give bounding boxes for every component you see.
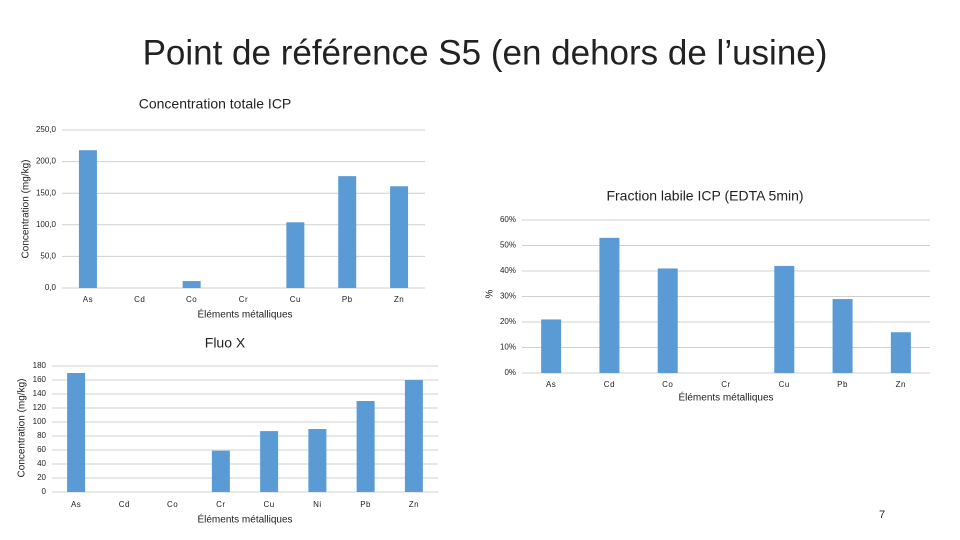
bar [774, 265, 795, 373]
x-axis-label: Éléments métalliques [678, 391, 773, 404]
x-tick-label: Co [662, 380, 673, 389]
y-tick-label: 100,0 [36, 220, 57, 229]
x-tick-label: As [71, 500, 81, 509]
y-tick-label: 250,0 [36, 125, 57, 134]
bar [890, 332, 911, 373]
y-axis-label: % [485, 289, 496, 298]
chart-title: Concentration totale ICP [139, 96, 292, 112]
y-tick-label: 160 [33, 375, 47, 384]
bar [78, 150, 97, 288]
y-axis-label: Concentration (mg/kg) [17, 379, 28, 478]
bar [356, 401, 375, 492]
x-axis-label: Éléments métalliques [197, 513, 292, 526]
chart-title: Fluo X [205, 335, 246, 351]
x-tick-label: Cd [604, 380, 615, 389]
x-tick-label: Cu [290, 295, 301, 304]
bar [541, 319, 562, 373]
x-tick-label: Cr [216, 500, 225, 509]
y-tick-label: 180 [33, 361, 47, 370]
x-tick-label: As [546, 380, 556, 389]
y-tick-label: 50,0 [40, 252, 56, 261]
x-tick-label: As [83, 295, 93, 304]
y-tick-label: 0% [504, 368, 516, 377]
x-tick-label: Zn [896, 380, 906, 389]
bar [832, 299, 853, 373]
y-tick-label: 50% [500, 241, 516, 250]
y-tick-label: 20 [37, 473, 46, 482]
bar [67, 373, 86, 492]
x-axis-label: Éléments métalliques [197, 308, 292, 321]
x-tick-label: Cd [134, 295, 145, 304]
y-tick-label: 150,0 [36, 188, 57, 197]
chart-title: Fraction labile ICP (EDTA 5min) [606, 188, 803, 204]
y-tick-label: 0,0 [45, 283, 57, 292]
y-tick-label: 80 [37, 431, 46, 440]
x-tick-label: Cr [721, 380, 730, 389]
x-tick-label: Pb [360, 500, 371, 509]
x-tick-label: Cu [779, 380, 790, 389]
y-tick-label: 30% [500, 292, 516, 301]
x-tick-label: Cd [119, 500, 130, 509]
x-tick-label: Ni [313, 500, 322, 509]
x-tick-label: Cr [239, 295, 248, 304]
x-tick-label: Zn [394, 295, 404, 304]
y-tick-label: 200,0 [36, 157, 57, 166]
y-tick-label: 0 [42, 487, 47, 496]
x-tick-label: Pb [342, 295, 353, 304]
x-tick-label: Co [167, 500, 178, 509]
x-tick-label: Co [186, 295, 197, 304]
bar [338, 176, 357, 288]
y-tick-label: 10% [500, 343, 516, 352]
x-tick-label: Pb [837, 380, 848, 389]
bar [599, 237, 620, 373]
y-axis-label: Concentration (mg/kg) [21, 160, 32, 259]
bar [404, 380, 423, 492]
bar [260, 431, 279, 492]
bar [211, 450, 230, 492]
page-number: 7 [879, 509, 885, 521]
bar [390, 186, 409, 288]
bar [308, 429, 327, 492]
y-tick-label: 100 [33, 417, 47, 426]
bar [182, 281, 201, 288]
y-tick-label: 40 [37, 459, 46, 468]
y-tick-label: 140 [33, 389, 47, 398]
y-tick-label: 60 [37, 445, 46, 454]
x-tick-label: Cu [264, 500, 275, 509]
y-tick-label: 120 [33, 403, 47, 412]
y-tick-label: 60% [500, 215, 516, 224]
bar [286, 222, 305, 288]
y-tick-label: 40% [500, 266, 516, 275]
bar [657, 268, 678, 373]
x-tick-label: Zn [409, 500, 419, 509]
slide-title: Point de référence S5 (en dehors de l’us… [143, 33, 828, 72]
y-tick-label: 20% [500, 317, 516, 326]
